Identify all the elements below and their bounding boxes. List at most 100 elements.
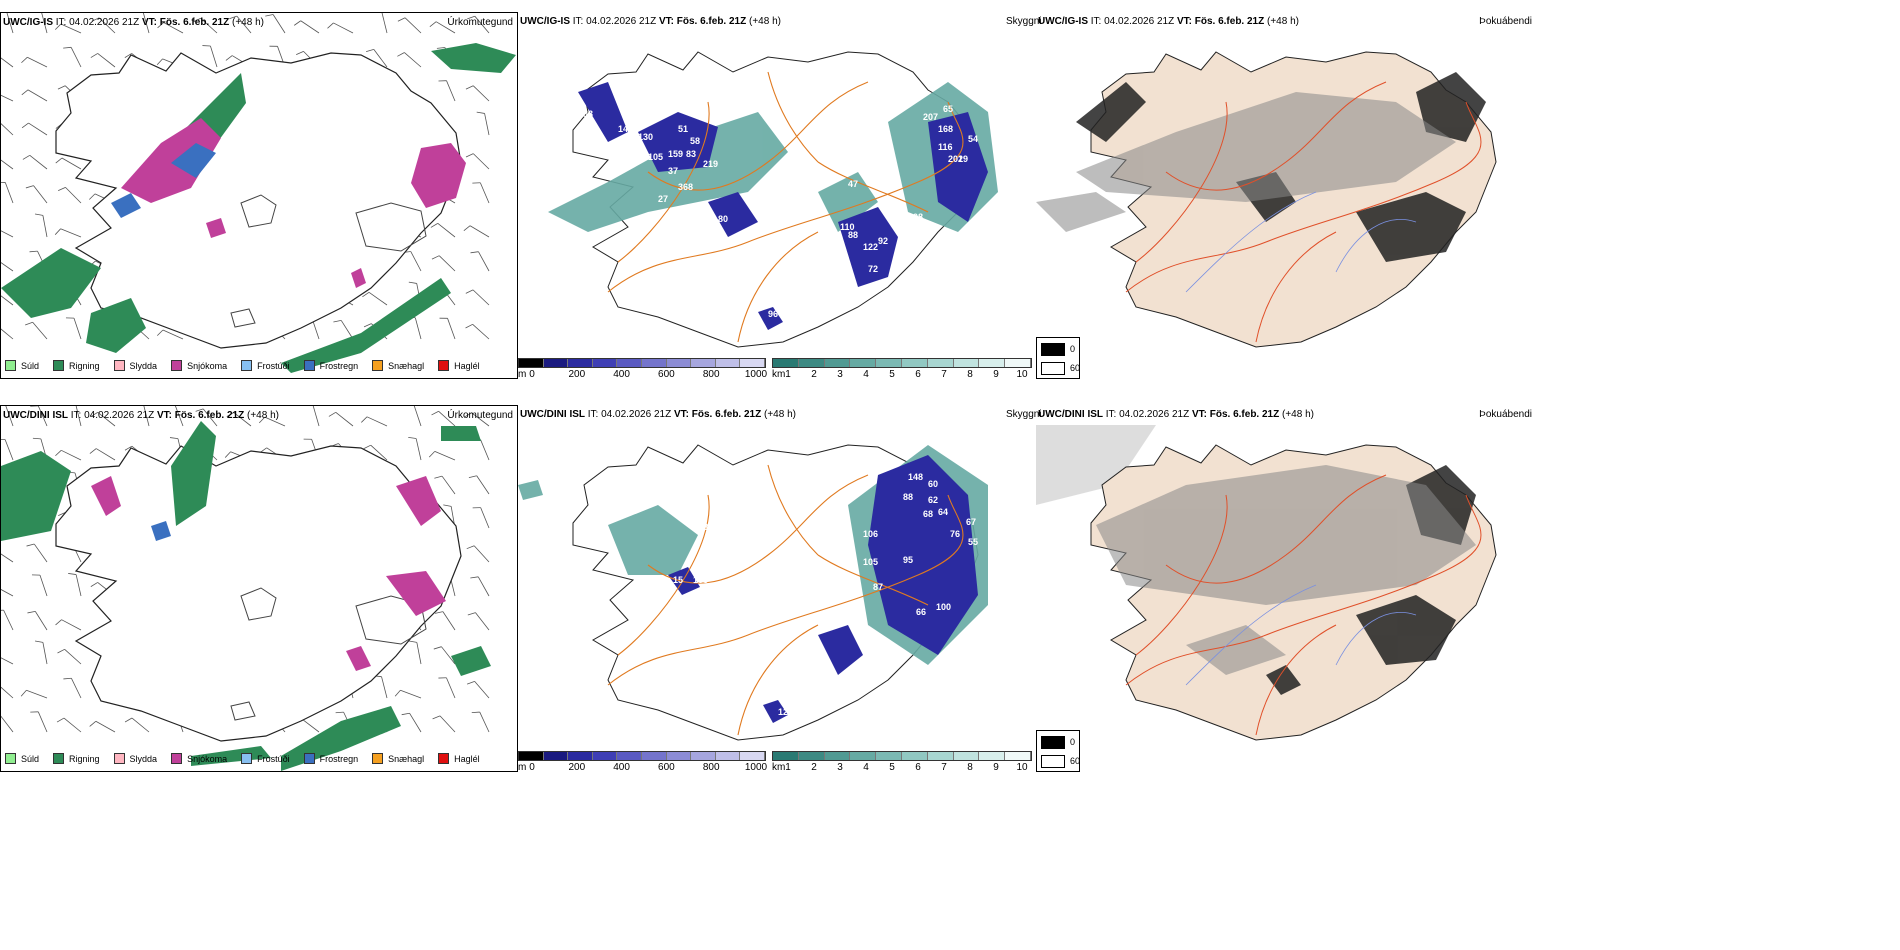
- wind-barb: [477, 576, 490, 597]
- wind-barb: [472, 153, 490, 170]
- wind-barb-flag: [124, 53, 132, 58]
- colorbar-cell: [543, 752, 569, 760]
- wind-barb-flag: [34, 640, 43, 643]
- sea-fog-shading: [1036, 425, 1156, 505]
- ceiling-value-label: 168: [938, 124, 953, 134]
- wind-barb: [29, 155, 48, 170]
- colorbar-cell: [568, 752, 593, 760]
- ceiling-value-label: 60: [928, 479, 938, 489]
- rivers: [1185, 584, 1417, 686]
- colorbar-cell: [715, 359, 741, 367]
- legend-item: Snjókoma: [171, 753, 227, 764]
- wind-barb: [175, 406, 184, 427]
- wind-barb-flag: [193, 17, 201, 23]
- colorbar-tick-label: 2: [811, 762, 817, 773]
- wind-barb-flag: [428, 451, 436, 458]
- wind-barb-flag: [20, 690, 27, 697]
- wind-barb: [264, 416, 286, 427]
- legend-label: Slydda: [129, 360, 158, 371]
- legend-label: Frostúði: [257, 360, 290, 371]
- wind-barb: [476, 475, 490, 495]
- wind-barb-flag: [27, 610, 36, 614]
- fog-swatch-dark: [1041, 736, 1065, 749]
- ceiling-value-label: 130: [638, 132, 653, 142]
- ceiling-value-label: 58: [690, 136, 700, 146]
- wind-barb-flag: [333, 320, 342, 323]
- wind-barb-flag: [32, 437, 41, 440]
- wind-barb: [63, 717, 82, 733]
- legend-swatch: [303, 753, 315, 764]
- wind-barb: [272, 14, 286, 34]
- ceiling-value-label: 15: [673, 575, 683, 585]
- wind-barb: [97, 53, 116, 68]
- wind-barb-flag: [57, 648, 65, 654]
- fog-index-panel-top: UWC/IG-IS IT: 04.02.2026 21Z VT: Fös. 6.…: [1036, 12, 1536, 379]
- colorbar-cell: [773, 752, 799, 760]
- colorbar-cell: [927, 359, 954, 367]
- ceiling-value-label: 37: [668, 166, 678, 176]
- colorbar-cell: [850, 359, 877, 367]
- ceiling-value-label: 64: [938, 507, 948, 517]
- legend-label: Haglél: [454, 360, 480, 371]
- road-network: [607, 464, 964, 736]
- ceiling-value-label: 110: [840, 222, 855, 232]
- wind-barb-flag: [89, 193, 96, 200]
- snow-areas: [121, 118, 466, 288]
- legend-label: Rigning: [69, 360, 100, 371]
- wind-barb: [340, 320, 354, 340]
- wind-barb-flag: [429, 21, 437, 27]
- wind-barb: [447, 318, 456, 340]
- ceiling-value-label: 3: [766, 209, 771, 219]
- ceiling-value-label: 11: [903, 229, 913, 239]
- legend-label: Súld: [21, 360, 40, 371]
- wind-barb: [410, 251, 422, 272]
- field-name-fog-top: Þokuábendi: [1479, 16, 1532, 27]
- legend-label: Snæhagl: [388, 360, 425, 371]
- wind-barb-flag: [467, 612, 476, 616]
- legend-label: Snjókoma: [187, 360, 228, 371]
- colorbar-cell: [876, 752, 902, 760]
- colorbar-strip: [772, 751, 1032, 761]
- fog-label-max: 0: [1070, 344, 1076, 354]
- wind-barb-flag: [21, 89, 29, 96]
- wind-barb-flag: [259, 447, 267, 453]
- ceiling-value-label: 202: [948, 154, 963, 164]
- wind-barb: [1, 553, 14, 563]
- wind-barb-flag: [465, 289, 474, 294]
- ceiling-value-label: 219: [703, 159, 718, 169]
- fog-index-legend-top: 0 60: [1036, 337, 1080, 379]
- wind-barb-flag: [195, 408, 204, 412]
- fog-label-min: 60: [1070, 756, 1081, 766]
- wind-barb: [37, 406, 48, 427]
- wind-barb: [1, 57, 14, 68]
- legend-label: Frostregn: [319, 360, 359, 371]
- colorbar-tick-label: 7: [941, 762, 947, 773]
- ceiling-value-label: 68: [633, 54, 643, 64]
- wind-barb-flag: [224, 451, 231, 458]
- fog-label-max: 0: [1070, 737, 1076, 747]
- wind-barb: [61, 619, 82, 631]
- ceiling-value-label: 128: [693, 522, 708, 532]
- wind-barb: [479, 182, 490, 204]
- wind-barb-flag: [363, 323, 372, 328]
- ceiling-value-label: 158: [763, 679, 778, 689]
- colorbar-cell: [592, 359, 618, 367]
- wind-barb: [1, 657, 14, 665]
- legend-swatch: [53, 753, 65, 764]
- ceiling-value-label: 122: [863, 242, 878, 252]
- colorbar-tick-label: 600: [658, 369, 675, 380]
- legend-label: Haglél: [454, 753, 480, 764]
- fog-index-map-bottom: [1036, 425, 1497, 741]
- glacier-outline: [230, 194, 427, 328]
- colorbar-tick-label: 200: [568, 762, 586, 773]
- ceiling-value-label: 87: [848, 582, 858, 592]
- wind-barb-flag: [54, 23, 62, 30]
- colorbar-strip: [772, 358, 1032, 368]
- wind-barb: [404, 52, 422, 68]
- wind-barb-flag: [466, 680, 475, 685]
- colorbar-tick-label: 0: [529, 369, 535, 380]
- wind-barb: [143, 406, 150, 427]
- ceiling-value-label: 33: [583, 109, 593, 119]
- ceiling-value-label: 55: [968, 537, 978, 547]
